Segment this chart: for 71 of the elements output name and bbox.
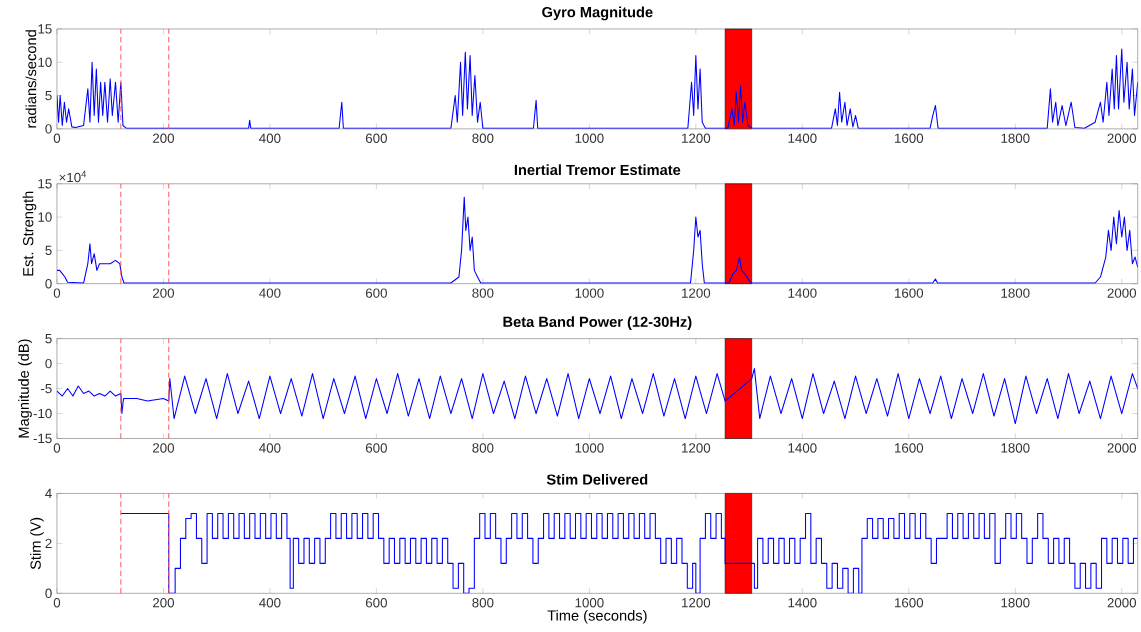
x-tick-label: 800 <box>472 597 494 608</box>
x-tick-label: 200 <box>152 443 175 453</box>
x-tick-label: 0 <box>53 597 61 608</box>
x-tick-label: 1600 <box>895 597 924 608</box>
y-tick-label: 5 <box>45 245 52 255</box>
x-tick-label: 0 <box>53 288 61 298</box>
y-tick-label: 4 <box>45 488 52 498</box>
y-tick-label: -15 <box>33 433 52 443</box>
x-tick-label: 1200 <box>682 443 711 453</box>
x-tick-label: 600 <box>365 288 387 298</box>
y-tick-label: 0 <box>45 278 52 289</box>
x-tick-label: 800 <box>472 443 494 453</box>
x-tick-label: 2000 <box>1107 133 1137 143</box>
y-axis-title: Magnitude (dB) <box>18 339 32 438</box>
text: ×10$^{4}$ <box>59 170 87 183</box>
chart-title: Inertial Tremor Estimate <box>514 164 681 175</box>
x-tick-label: 1200 <box>682 288 711 298</box>
x-tick-label: 1800 <box>1001 443 1030 453</box>
x-tick-label: 1800 <box>1001 597 1030 608</box>
x-tick-label: 1600 <box>895 288 924 298</box>
x-tick-label: 600 <box>365 133 387 143</box>
y-tick-label: 0 <box>45 588 52 598</box>
x-tick-label: 600 <box>365 597 387 608</box>
y-tick-label: 5 <box>45 90 52 101</box>
x-tick-label: 1400 <box>788 597 817 608</box>
x-tick-label: 2000 <box>1107 443 1137 453</box>
x-tick-label: 800 <box>472 288 494 298</box>
x-tick-label: 200 <box>152 288 175 298</box>
line-series <box>56 367 1138 424</box>
y-tick-label: 5 <box>45 333 52 344</box>
y-tick-label: -5 <box>40 383 52 394</box>
y-axis-title: Stim (V) <box>30 517 44 570</box>
x-tick-label: 1200 <box>682 597 711 608</box>
x-tick-label: 1400 <box>788 133 817 143</box>
x-tick-label: 2000 <box>1107 597 1137 608</box>
x-tick-label: 2000 <box>1107 288 1137 298</box>
y-tick-label: -10 <box>33 408 52 419</box>
y-tick-label: 15 <box>38 178 52 189</box>
x-tick-label: 800 <box>472 133 494 143</box>
y-axis-title: Est. Strength <box>22 191 37 276</box>
x-tick-label: 200 <box>152 597 175 608</box>
y-tick-label: 10 <box>38 57 52 67</box>
y-tick-label: 0 <box>45 124 52 134</box>
x-tick-label: 1600 <box>895 133 924 143</box>
chart-title: Stim Delivered <box>546 473 648 485</box>
chart-title: Gyro Magnitude <box>542 6 653 21</box>
x-tick-label: 1400 <box>788 443 817 453</box>
x-tick-label: 400 <box>259 133 281 143</box>
y-tick-label: 15 <box>38 24 52 34</box>
x-axis-title: Time (seconds) <box>547 609 647 624</box>
x-tick-label: 1000 <box>575 443 604 453</box>
x-tick-label: 1200 <box>682 133 711 143</box>
x-tick-label: 1800 <box>1001 133 1030 143</box>
x-tick-label: 1400 <box>788 288 817 298</box>
x-tick-label: 600 <box>365 443 387 453</box>
x-tick-label: 1800 <box>1001 288 1030 298</box>
x-tick-label: 1600 <box>895 443 924 453</box>
y-tick-label: 0 <box>45 358 52 369</box>
x-tick-label: 1000 <box>575 597 604 608</box>
chart-title: Beta Band Power (12-30Hz) <box>503 316 692 330</box>
x-tick-label: 1000 <box>575 288 604 298</box>
x-tick-label: 0 <box>53 443 61 453</box>
x-tick-label: 400 <box>259 597 281 608</box>
x-tick-label: 400 <box>259 288 281 298</box>
x-tick-label: 0 <box>53 133 61 143</box>
y-tick-label: 10 <box>38 212 52 222</box>
y-tick-label: 2 <box>45 538 52 548</box>
x-tick-label: 400 <box>259 443 281 453</box>
y-axis-title: radians/second <box>25 30 37 128</box>
x-tick-label: 200 <box>152 133 175 143</box>
x-tick-label: 1000 <box>575 133 604 143</box>
